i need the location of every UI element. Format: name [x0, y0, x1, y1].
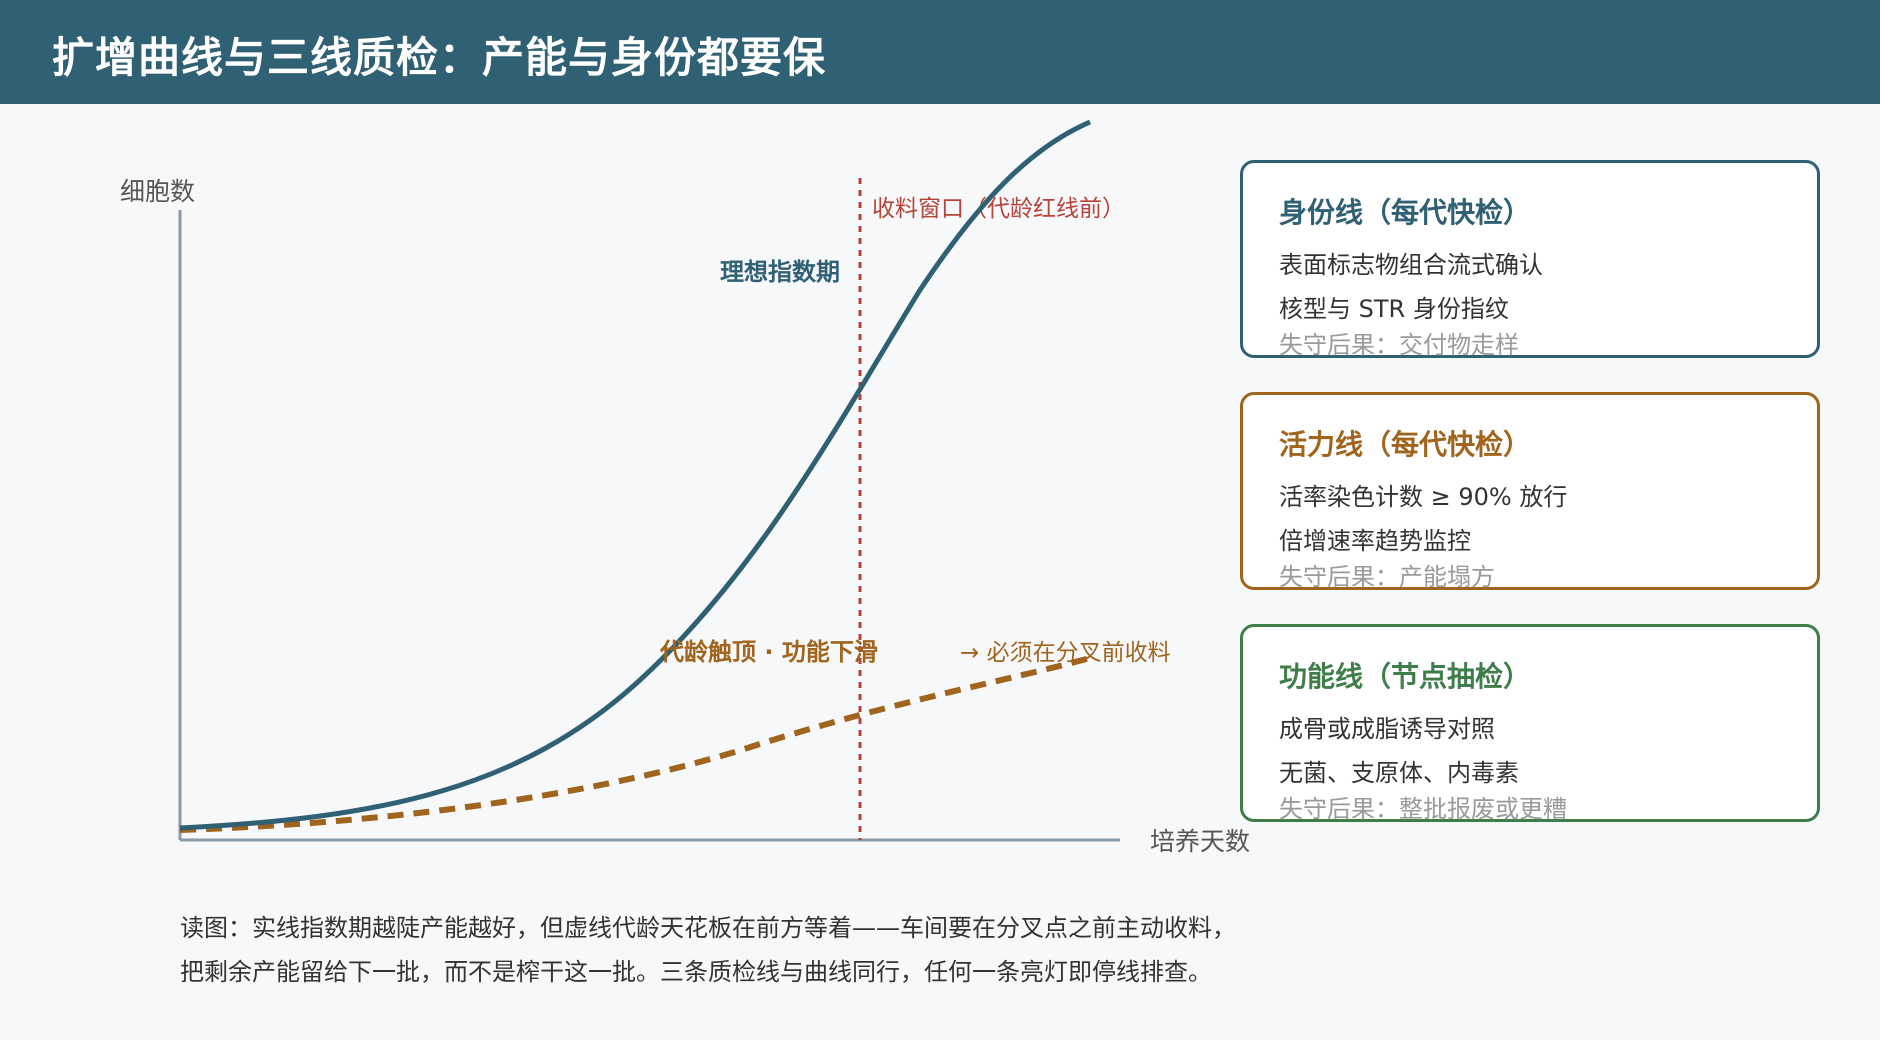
card-title: 功能线（节点抽检） [1279, 660, 1532, 693]
card-consequence: 失守后果：交付物走样 [1279, 331, 1519, 359]
y-axis-label: 细胞数 [120, 177, 195, 206]
exponential-phase-label: 理想指数期 [720, 258, 840, 286]
identity-check-card: 身份线（每代快检） 表面标志物组合流式确认 核型与 STR 身份指纹 失守后果：… [1240, 160, 1820, 359]
reading-note-line-1: 读图：实线指数期越陡产能越好，但虚线代龄天花板在前方等着——车间要在分叉点之前主… [180, 914, 1236, 942]
card-title: 身份线（每代快检） [1279, 196, 1532, 229]
card-item: 倍增速率趋势监控 [1279, 527, 1471, 555]
reading-note-line-2: 把剩余产能留给下一批，而不是榨干这一批。三条质检线与曲线同行，任何一条亮灯即停线… [180, 958, 1212, 986]
card-title: 活力线（每代快检） [1279, 428, 1532, 461]
card-consequence: 失守后果：整批报废或更糟 [1279, 795, 1567, 823]
header-bar: 扩增曲线与三线质检：产能与身份都要保 [0, 0, 1880, 104]
ideal-growth-curve [179, 119, 1091, 831]
x-axis-label: 培养天数 [1150, 827, 1250, 856]
harvest-window-label: 收料窗口（代龄红线前） [872, 196, 1125, 222]
passage-ceiling-label: 代龄触顶 · 功能下滑 [659, 638, 878, 666]
page-title: 扩增曲线与三线质检：产能与身份都要保 [52, 33, 827, 82]
card-consequence: 失守后果：产能塌方 [1279, 563, 1495, 591]
card-item: 无菌、支原体、内毒素 [1279, 759, 1519, 787]
passage-ceiling-curve [179, 655, 1091, 833]
card-item: 成骨或成脂诱导对照 [1279, 715, 1495, 743]
card-item: 核型与 STR 身份指纹 [1279, 295, 1509, 323]
function-check-card: 功能线（节点抽检） 成骨或成脂诱导对照 无菌、支原体、内毒素 失守后果：整批报废… [1240, 624, 1820, 823]
card-item: 活率染色计数 ≥ 90% 放行 [1279, 483, 1568, 511]
card-item: 表面标志物组合流式确认 [1279, 251, 1543, 279]
fork-point-label: → 必须在分叉前收料 [960, 640, 1171, 666]
viability-check-card: 活力线（每代快检） 活率染色计数 ≥ 90% 放行 倍增速率趋势监控 失守后果：… [1240, 392, 1820, 591]
